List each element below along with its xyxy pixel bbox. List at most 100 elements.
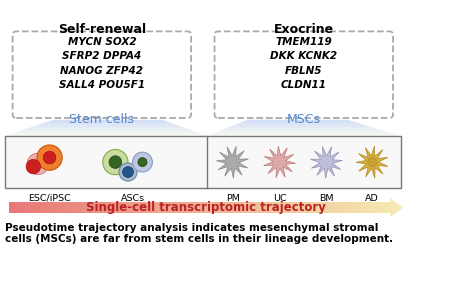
Polygon shape — [102, 202, 105, 213]
Polygon shape — [325, 202, 328, 213]
Polygon shape — [127, 202, 130, 213]
Polygon shape — [357, 202, 360, 213]
Polygon shape — [338, 202, 341, 213]
Polygon shape — [335, 202, 338, 213]
Polygon shape — [382, 202, 386, 213]
Polygon shape — [134, 202, 137, 213]
Polygon shape — [146, 202, 149, 213]
Circle shape — [132, 152, 153, 172]
FancyBboxPatch shape — [215, 31, 393, 118]
Polygon shape — [25, 202, 28, 213]
Polygon shape — [181, 202, 184, 213]
Polygon shape — [248, 202, 252, 213]
Polygon shape — [300, 202, 303, 213]
Polygon shape — [172, 202, 175, 213]
Polygon shape — [312, 202, 315, 213]
Polygon shape — [121, 202, 124, 213]
Polygon shape — [153, 202, 156, 213]
Polygon shape — [54, 202, 57, 213]
Polygon shape — [261, 202, 265, 213]
Polygon shape — [111, 202, 114, 213]
Polygon shape — [293, 202, 297, 213]
Polygon shape — [82, 202, 86, 213]
Polygon shape — [322, 202, 325, 213]
Polygon shape — [367, 202, 370, 213]
Polygon shape — [236, 202, 239, 213]
Text: BM: BM — [319, 194, 333, 203]
Polygon shape — [67, 202, 70, 213]
Polygon shape — [213, 202, 216, 213]
Polygon shape — [341, 202, 344, 213]
Polygon shape — [356, 146, 388, 178]
Polygon shape — [223, 202, 226, 213]
Polygon shape — [347, 202, 351, 213]
Text: ESC/iPSC: ESC/iPSC — [28, 194, 71, 203]
Polygon shape — [12, 202, 15, 213]
Circle shape — [26, 160, 40, 174]
Polygon shape — [280, 202, 284, 213]
Polygon shape — [188, 202, 191, 213]
Polygon shape — [354, 202, 357, 213]
Polygon shape — [268, 202, 271, 213]
Polygon shape — [216, 146, 248, 178]
Polygon shape — [105, 202, 108, 213]
Polygon shape — [360, 202, 364, 213]
Polygon shape — [130, 202, 134, 213]
Polygon shape — [44, 202, 47, 213]
Polygon shape — [108, 202, 111, 213]
Polygon shape — [364, 202, 367, 213]
Polygon shape — [287, 202, 290, 213]
Polygon shape — [264, 146, 296, 178]
Polygon shape — [35, 202, 38, 213]
Polygon shape — [373, 202, 376, 213]
Polygon shape — [124, 202, 127, 213]
Polygon shape — [258, 202, 261, 213]
Polygon shape — [15, 202, 18, 213]
Polygon shape — [38, 202, 41, 213]
Text: cells (MSCs) are far from stem cells in their lineage development.: cells (MSCs) are far from stem cells in … — [4, 234, 393, 244]
Polygon shape — [184, 202, 188, 213]
Polygon shape — [89, 202, 92, 213]
Polygon shape — [351, 202, 354, 213]
Polygon shape — [156, 202, 159, 213]
Polygon shape — [204, 202, 207, 213]
Polygon shape — [239, 202, 242, 213]
Polygon shape — [32, 202, 35, 213]
Polygon shape — [178, 202, 181, 213]
Polygon shape — [117, 202, 121, 213]
Polygon shape — [233, 202, 236, 213]
Circle shape — [27, 153, 49, 175]
Circle shape — [368, 158, 377, 167]
Polygon shape — [297, 202, 300, 213]
Polygon shape — [79, 202, 82, 213]
Polygon shape — [226, 202, 230, 213]
Polygon shape — [149, 202, 153, 213]
Polygon shape — [63, 202, 67, 213]
Polygon shape — [143, 202, 146, 213]
Polygon shape — [57, 202, 60, 213]
Text: Single-cell transcriptomic trajectory: Single-cell transcriptomic trajectory — [86, 201, 326, 214]
Polygon shape — [175, 202, 178, 213]
Polygon shape — [284, 202, 287, 213]
Text: Stem cells: Stem cells — [69, 112, 135, 126]
Polygon shape — [328, 202, 332, 213]
Text: UC: UC — [273, 194, 286, 203]
Polygon shape — [162, 202, 166, 213]
Text: Exocrine: Exocrine — [274, 23, 334, 36]
Polygon shape — [252, 202, 255, 213]
Polygon shape — [22, 202, 25, 213]
Circle shape — [138, 158, 147, 167]
Polygon shape — [201, 202, 204, 213]
Polygon shape — [169, 202, 172, 213]
Polygon shape — [310, 146, 342, 178]
Circle shape — [103, 149, 128, 175]
Polygon shape — [290, 202, 293, 213]
Polygon shape — [50, 202, 54, 213]
Text: MSCs: MSCs — [287, 112, 321, 126]
Polygon shape — [379, 202, 382, 213]
Polygon shape — [242, 202, 245, 213]
Polygon shape — [315, 202, 319, 213]
Polygon shape — [245, 202, 248, 213]
Polygon shape — [73, 202, 76, 213]
Polygon shape — [76, 202, 79, 213]
